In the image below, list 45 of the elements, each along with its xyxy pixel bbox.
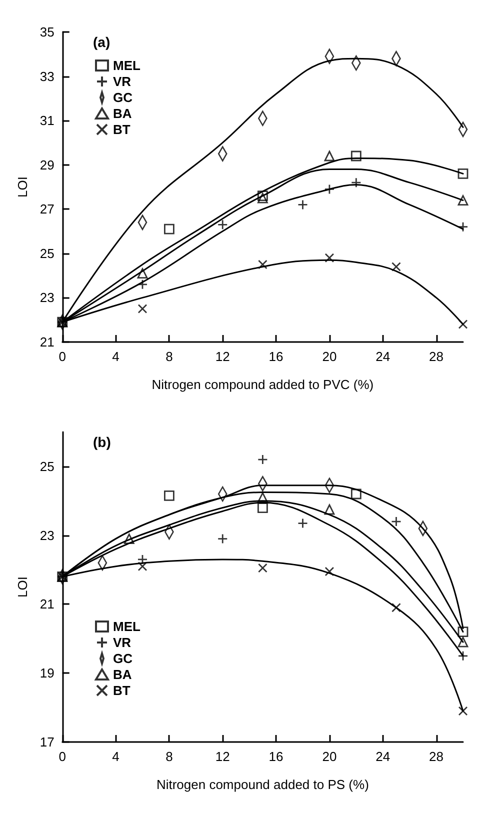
y-tick-label: 27	[40, 202, 54, 217]
legend-label: MEL	[113, 58, 140, 73]
x-tick-label: 12	[215, 349, 230, 364]
y-tick-label: 31	[40, 113, 54, 128]
y-tick-label: 35	[40, 24, 54, 40]
legend-label: BT	[113, 122, 130, 137]
x-tick-label: 16	[268, 349, 284, 364]
x-tick-label: 24	[376, 349, 390, 364]
x-tick-label: 0	[58, 349, 66, 364]
x-tick-label: 28	[429, 349, 444, 364]
legend-label: VR	[113, 635, 132, 650]
y-tick-label: 33	[40, 68, 54, 84]
x-tick-label: 24	[376, 749, 390, 764]
x-tick-label: 28	[429, 749, 444, 764]
legend-label: BA	[113, 106, 132, 121]
x-tick-label: 8	[166, 749, 173, 764]
y-tick-label: 17	[40, 734, 54, 750]
x-tick-label: 4	[112, 349, 120, 364]
y-tick-label: 23	[40, 290, 54, 306]
x-tick-label: 4	[112, 749, 120, 764]
y-axis-title: LOI	[15, 176, 30, 198]
x-tick-label: 12	[215, 749, 230, 764]
x-tick-label: 16	[268, 749, 284, 764]
y-tick-label: 19	[40, 666, 54, 681]
legend-label: GC	[113, 90, 134, 105]
legend-label: GC	[113, 651, 134, 666]
legend-label: MEL	[113, 619, 140, 634]
y-tick-label: 21	[40, 334, 54, 350]
y-tick-label: 21	[40, 596, 54, 612]
y-tick-label: 25	[40, 458, 54, 474]
legend-label: BA	[113, 667, 132, 682]
x-axis-title: Nitrogen compound added to PVC (%)	[152, 377, 374, 392]
y-tick-label: 23	[40, 528, 54, 543]
chart-title: (b)	[93, 434, 111, 450]
legend-label: BT	[113, 683, 130, 698]
x-tick-label: 20	[322, 749, 337, 764]
x-tick-label: 8	[166, 349, 173, 364]
x-tick-label: 20	[322, 349, 337, 364]
y-tick-label: 25	[40, 246, 54, 261]
x-tick-label: 0	[58, 749, 66, 764]
x-axis-title: Nitrogen compound added to PS (%)	[156, 777, 369, 792]
y-axis-title: LOI	[15, 576, 30, 598]
chart-title: (a)	[93, 34, 110, 50]
legend-label: VR	[113, 74, 132, 89]
y-tick-label: 29	[40, 157, 54, 172]
